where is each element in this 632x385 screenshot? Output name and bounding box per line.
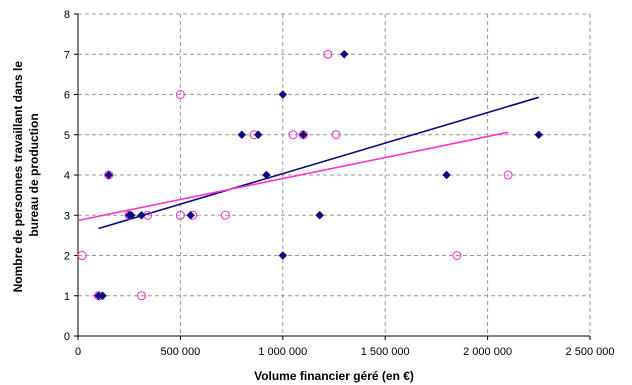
data-point-circle [331,130,341,140]
trendlines [77,96,540,230]
trendline-series-1 [98,96,540,230]
data-point-diamond [104,170,114,180]
x-tick-label: 1 000 000 [258,346,307,358]
y-axis-label: Nombre de personnes travaillant dans le … [11,58,41,293]
data-point-circle [77,250,87,261]
y-tick-label: 4 [64,170,70,182]
data-point-diamond [186,210,195,220]
data-point-diamond [237,130,247,140]
data-point-circle [136,291,147,301]
y-tick-label: 5 [64,130,70,142]
y-tick-label: 2 [64,251,70,263]
data-point-diamond [278,251,288,260]
y-axis-label-line-1: Nombre de personnes travaillant dans le [11,61,25,293]
data-points [77,49,544,301]
data-point-circle [452,250,462,261]
data-point-diamond [442,170,451,180]
axes [74,13,591,340]
data-point-diamond [315,210,325,220]
data-point-diamond [126,210,136,220]
x-axis-label: Volume financier géré (en €) [254,369,414,383]
x-tick-label: 2 500 000 [566,346,615,358]
data-point-diamond [278,90,288,99]
x-tick-label: 1 500 000 [361,346,410,358]
y-axis-label-line-2: bureau de production [27,113,41,236]
data-point-diamond [339,49,349,59]
y-tick-labels: 0 1 2 3 4 5 6 7 8 [64,9,70,343]
data-point-diamond [298,130,308,140]
data-point-circle [175,210,185,220]
y-tick-label: 1 [64,291,70,303]
y-tick-label: 7 [64,49,70,61]
data-point-circle [288,130,298,140]
gridlines [78,13,591,336]
x-tick-label: 2 000 000 [463,346,512,358]
data-point-circle [503,170,513,180]
y-tick-label: 6 [64,90,70,102]
trendline-series-2 [77,131,509,222]
data-point-diamond [534,130,544,140]
data-point-diamond [262,170,271,180]
data-point-circle [220,210,231,220]
data-point-circle [323,49,333,59]
y-tick-label: 8 [64,9,70,21]
data-point-diamond [253,130,263,140]
x-tick-label: 500 000 [161,346,201,358]
data-point-diamond [98,291,107,301]
data-point-circle [175,89,185,100]
data-point-diamond [137,210,146,220]
y-tick-label: 3 [64,210,70,222]
y-tick-label: 0 [64,331,70,343]
x-tick-labels: 0 500 000 1 000 000 1 500 000 2 000 000 2 500… [75,346,615,358]
x-tick-label: 0 [75,346,81,358]
